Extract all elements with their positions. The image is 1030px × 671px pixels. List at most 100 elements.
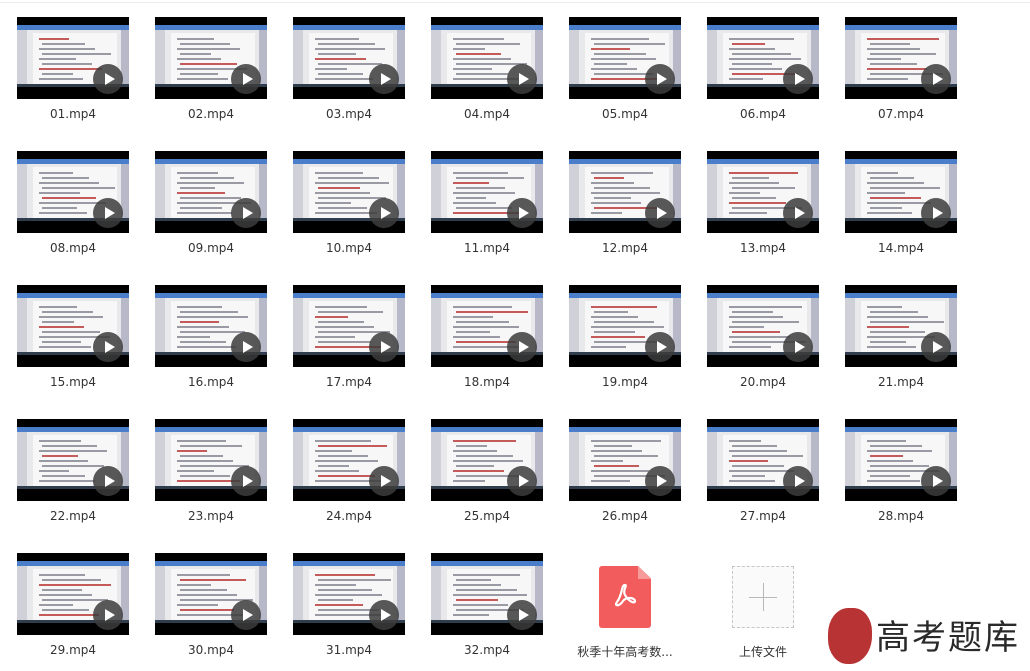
video-thumbnail[interactable] — [431, 285, 543, 367]
video-thumbnail[interactable] — [293, 151, 405, 233]
video-thumbnail[interactable] — [17, 17, 129, 99]
video-file-item[interactable]: 20.mp4 — [707, 285, 819, 405]
play-icon[interactable] — [369, 332, 399, 362]
video-file-item[interactable]: 13.mp4 — [707, 151, 819, 271]
play-icon[interactable] — [369, 64, 399, 94]
pdf-file-item[interactable]: 秋季十年高考数... — [569, 553, 681, 671]
video-file-item[interactable]: 01.mp4 — [17, 17, 129, 137]
video-thumbnail[interactable] — [431, 419, 543, 501]
video-thumbnail[interactable] — [17, 151, 129, 233]
video-thumbnail[interactable] — [17, 285, 129, 367]
video-file-item[interactable]: 15.mp4 — [17, 285, 129, 405]
video-thumbnail[interactable] — [155, 553, 267, 635]
video-thumbnail[interactable] — [431, 17, 543, 99]
play-icon[interactable] — [93, 600, 123, 630]
video-thumbnail[interactable] — [293, 285, 405, 367]
play-icon[interactable] — [369, 600, 399, 630]
video-thumbnail[interactable] — [293, 419, 405, 501]
video-file-item[interactable]: 06.mp4 — [707, 17, 819, 137]
pdf-file-icon[interactable] — [599, 566, 651, 628]
video-file-item[interactable]: 24.mp4 — [293, 419, 405, 539]
upload-file-button[interactable]: 上传文件 — [707, 553, 819, 671]
video-thumbnail[interactable] — [845, 419, 957, 501]
plus-icon[interactable] — [732, 566, 794, 628]
play-icon[interactable] — [783, 332, 813, 362]
play-icon[interactable] — [783, 64, 813, 94]
video-thumbnail[interactable] — [17, 553, 129, 635]
play-icon[interactable] — [231, 600, 261, 630]
video-file-item[interactable]: 09.mp4 — [155, 151, 267, 271]
video-thumbnail[interactable] — [155, 151, 267, 233]
video-thumbnail[interactable] — [707, 151, 819, 233]
video-file-item[interactable]: 04.mp4 — [431, 17, 543, 137]
video-file-item[interactable]: 07.mp4 — [845, 17, 957, 137]
video-file-item[interactable]: 08.mp4 — [17, 151, 129, 271]
video-file-item[interactable]: 12.mp4 — [569, 151, 681, 271]
play-icon[interactable] — [93, 332, 123, 362]
play-icon[interactable] — [507, 466, 537, 496]
video-thumbnail[interactable] — [707, 17, 819, 99]
video-thumbnail[interactable] — [431, 553, 543, 635]
play-icon[interactable] — [507, 332, 537, 362]
video-file-item[interactable]: 26.mp4 — [569, 419, 681, 539]
video-thumbnail[interactable] — [707, 419, 819, 501]
video-file-item[interactable]: 19.mp4 — [569, 285, 681, 405]
video-file-item[interactable]: 21.mp4 — [845, 285, 957, 405]
video-thumbnail[interactable] — [431, 151, 543, 233]
video-file-item[interactable]: 32.mp4 — [431, 553, 543, 671]
video-file-item[interactable]: 28.mp4 — [845, 419, 957, 539]
video-file-item[interactable]: 05.mp4 — [569, 17, 681, 137]
video-file-item[interactable]: 29.mp4 — [17, 553, 129, 671]
play-icon[interactable] — [93, 198, 123, 228]
play-icon[interactable] — [369, 198, 399, 228]
video-file-item[interactable]: 17.mp4 — [293, 285, 405, 405]
video-file-item[interactable]: 31.mp4 — [293, 553, 405, 671]
play-icon[interactable] — [369, 466, 399, 496]
play-icon[interactable] — [231, 466, 261, 496]
play-icon[interactable] — [231, 64, 261, 94]
video-thumbnail[interactable] — [569, 419, 681, 501]
video-thumbnail[interactable] — [293, 553, 405, 635]
play-icon[interactable] — [507, 600, 537, 630]
video-thumbnail[interactable] — [569, 285, 681, 367]
video-file-item[interactable]: 18.mp4 — [431, 285, 543, 405]
video-thumbnail[interactable] — [17, 419, 129, 501]
video-file-item[interactable]: 02.mp4 — [155, 17, 267, 137]
video-thumbnail[interactable] — [569, 17, 681, 99]
video-thumbnail[interactable] — [155, 17, 267, 99]
play-icon[interactable] — [93, 466, 123, 496]
play-icon[interactable] — [645, 466, 675, 496]
play-icon[interactable] — [645, 64, 675, 94]
video-thumbnail[interactable] — [155, 419, 267, 501]
play-icon[interactable] — [783, 466, 813, 496]
video-thumbnail[interactable] — [155, 285, 267, 367]
video-file-item[interactable]: 22.mp4 — [17, 419, 129, 539]
play-icon[interactable] — [783, 198, 813, 228]
play-icon[interactable] — [921, 198, 951, 228]
play-icon[interactable] — [507, 64, 537, 94]
video-file-item[interactable]: 10.mp4 — [293, 151, 405, 271]
video-file-item[interactable]: 11.mp4 — [431, 151, 543, 271]
video-file-item[interactable]: 27.mp4 — [707, 419, 819, 539]
video-thumbnail[interactable] — [845, 17, 957, 99]
play-icon[interactable] — [645, 332, 675, 362]
video-file-item[interactable]: 14.mp4 — [845, 151, 957, 271]
play-icon[interactable] — [921, 466, 951, 496]
play-icon[interactable] — [231, 198, 261, 228]
play-icon[interactable] — [921, 332, 951, 362]
video-file-item[interactable]: 23.mp4 — [155, 419, 267, 539]
video-file-item[interactable]: 03.mp4 — [293, 17, 405, 137]
play-icon[interactable] — [507, 198, 537, 228]
video-thumbnail[interactable] — [845, 151, 957, 233]
video-thumbnail[interactable] — [569, 151, 681, 233]
play-icon[interactable] — [921, 64, 951, 94]
video-thumbnail[interactable] — [293, 17, 405, 99]
video-file-item[interactable]: 16.mp4 — [155, 285, 267, 405]
video-thumbnail[interactable] — [845, 285, 957, 367]
play-icon[interactable] — [231, 332, 261, 362]
video-file-item[interactable]: 25.mp4 — [431, 419, 543, 539]
video-file-item[interactable]: 30.mp4 — [155, 553, 267, 671]
video-thumbnail[interactable] — [707, 285, 819, 367]
play-icon[interactable] — [645, 198, 675, 228]
play-icon[interactable] — [93, 64, 123, 94]
